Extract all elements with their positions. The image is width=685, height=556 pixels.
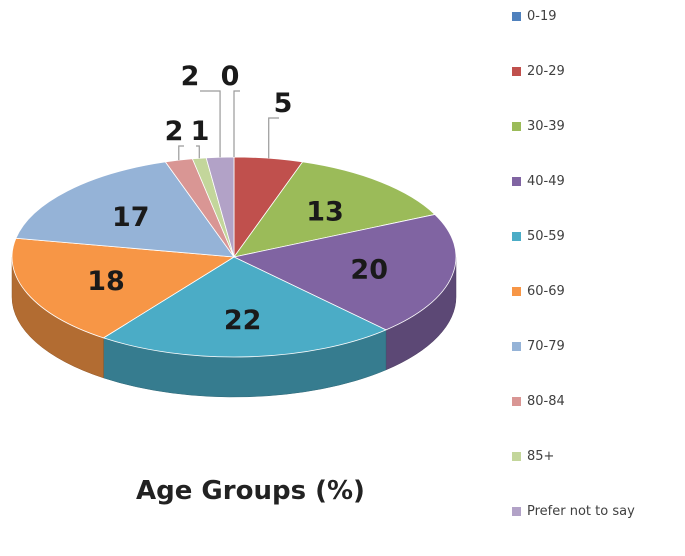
legend-swatch: [512, 121, 521, 131]
data-label-prefer-not-to-say: 2: [181, 61, 200, 92]
legend-label: 60-69: [527, 283, 565, 299]
legend-item-85: 85+: [512, 446, 635, 466]
legend-swatch: [512, 176, 521, 186]
legend-item-20-29: 20-29: [512, 61, 635, 81]
legend-swatch: [512, 11, 521, 21]
data-label-50-59: 22: [224, 305, 262, 336]
legend-item-40-49: 40-49: [512, 171, 635, 191]
pie-slices: [11, 156, 457, 358]
legend-item-0-19: 0-19: [512, 6, 635, 26]
leader-line-85: [196, 145, 200, 159]
legend-item-70-79: 70-79: [512, 336, 635, 356]
chart-title: Age Groups (%): [136, 476, 365, 506]
pie-side-walls: [11, 256, 457, 398]
data-label-0-19: 0: [221, 61, 240, 92]
leader-line-80-84: [178, 145, 184, 161]
leader-line-20-29: [268, 117, 279, 159]
legend-swatch: [512, 231, 521, 241]
chart-legend: 0-19 20-29 30-39 40-49 50-59 60-69 70-79 80-84 8…: [512, 6, 635, 556]
legend-item-30-39: 30-39: [512, 116, 635, 136]
legend-label: 85+: [527, 448, 555, 464]
pie-slice-40-49: [232, 213, 457, 331]
data-label-85: 1: [191, 116, 210, 147]
pie-slice-70-79: [15, 161, 235, 258]
legend-label: 80-84: [527, 393, 565, 409]
legend-label: 70-79: [527, 338, 565, 354]
legend-swatch: [512, 451, 521, 461]
pie-slice-60-69: [11, 237, 236, 339]
legend-label: Prefer not to say: [527, 503, 635, 519]
data-label-70-79: 17: [112, 202, 150, 233]
legend-label: 0-19: [527, 8, 557, 24]
legend-item-80-84: 80-84: [512, 391, 635, 411]
legend-item-prefer-not-to-say: Prefer not to say: [512, 501, 635, 521]
legend-swatch: [512, 66, 521, 76]
legend-item-50-59: 50-59: [512, 226, 635, 246]
data-label-30-39: 13: [306, 196, 344, 227]
legend-swatch: [512, 396, 521, 406]
legend-item-60-69: 60-69: [512, 281, 635, 301]
data-label-80-84: 2: [165, 116, 184, 147]
data-label-40-49: 20: [350, 255, 388, 286]
leader-line-0-19: [233, 90, 240, 157]
pie-slice-30-39: [233, 161, 436, 258]
legend-swatch: [512, 506, 521, 516]
legend-label: 50-59: [527, 228, 565, 244]
pie-slice-50-59: [102, 256, 387, 358]
legend-swatch: [512, 341, 521, 351]
legend-swatch: [512, 286, 521, 296]
data-label-60-69: 18: [87, 266, 125, 297]
leader-line-prefer-not-to-say: [200, 90, 221, 158]
legend-label: 20-29: [527, 63, 565, 79]
legend-label: 40-49: [527, 173, 565, 189]
data-label-20-29: 5: [274, 88, 293, 119]
legend-label: 30-39: [527, 118, 565, 134]
